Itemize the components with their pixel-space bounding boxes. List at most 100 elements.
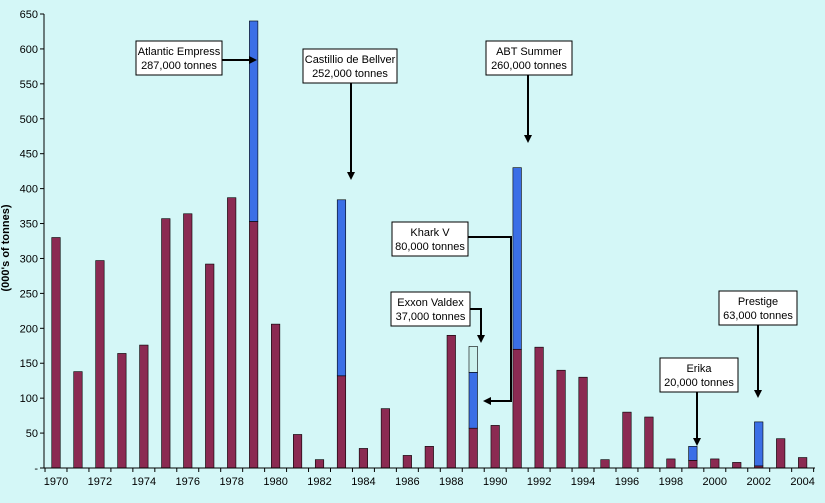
bar-base-1981 — [293, 434, 303, 469]
bar-base-1978 — [227, 197, 237, 469]
y-tick-label: 250 — [20, 288, 38, 300]
annotation-name: Castillio de Bellver — [305, 54, 396, 66]
bar-base-1979 — [249, 221, 259, 469]
bar-major_spill-1983 — [336, 199, 347, 377]
bar-base-1998 — [666, 458, 676, 469]
bar-base-1995 — [600, 459, 610, 469]
bar-base-2004 — [798, 457, 808, 469]
x-tick-label: 1980 — [263, 476, 287, 488]
bar-base-1976 — [183, 213, 193, 469]
bar-base-1999 — [688, 460, 698, 469]
bar-base-1987 — [424, 446, 434, 469]
annotation-box — [391, 221, 469, 257]
bar-base-1990 — [490, 425, 500, 469]
y-tick-label: 650 — [20, 9, 38, 21]
bar-base-1974 — [139, 344, 149, 469]
annotation-tonnes: 287,000 tonnes — [141, 60, 217, 72]
annotation-name: Atlantic Empress — [138, 46, 221, 58]
y-tick-label: - — [34, 463, 38, 475]
bar-base-1984 — [358, 448, 368, 469]
bar-major_spill-1989 — [468, 372, 478, 429]
annotation-khark-v: Khark V 80,000 tonnes — [391, 221, 512, 405]
bar-base-1992 — [534, 346, 544, 469]
annotation-box — [718, 290, 798, 326]
x-tick-label: 2000 — [703, 476, 727, 488]
x-tick-label: 1988 — [439, 476, 463, 488]
annotation-tonnes: 260,000 tonnes — [491, 60, 567, 72]
y-ticks-group: - 50 100 150 200 250 300 350 400 450 500 550 600 650 — [20, 9, 44, 475]
y-tick-label: 50 — [26, 428, 38, 440]
x-tick-label: 2004 — [790, 476, 814, 488]
y-tick-label: 100 — [20, 393, 38, 405]
bar-base-1988 — [446, 334, 456, 469]
bar-base-1986 — [402, 455, 412, 469]
bar-base-2000 — [710, 458, 720, 469]
bar-base-1985 — [380, 408, 390, 469]
annotation-box — [659, 357, 739, 393]
bar-base-1975 — [161, 218, 171, 469]
y-tick-label: 200 — [20, 323, 38, 335]
annotation-box — [390, 291, 471, 327]
x-tick-label: 1984 — [351, 476, 375, 488]
x-tick-label: 1976 — [176, 476, 200, 488]
annotation-tonnes: 20,000 tonnes — [664, 377, 734, 389]
y-tick-label: 350 — [20, 219, 38, 231]
x-tick-label: 2002 — [746, 476, 770, 488]
bar-base-1996 — [622, 411, 632, 469]
annotation-arrow — [470, 308, 485, 343]
annotation-castillio-de-bellver: Castillio de Bellver 252,000 tonnes — [302, 48, 398, 180]
bar-base-2001 — [732, 462, 742, 469]
x-tick-label: 1986 — [395, 476, 419, 488]
bars-group — [51, 20, 808, 469]
y-axis-label: (000's of tonnes) — [0, 204, 12, 291]
bar-major_spill-1999 — [688, 446, 698, 461]
bar-major_spill-2002 — [754, 421, 764, 467]
bar-base-1972 — [95, 260, 105, 469]
bar-base-1971 — [73, 371, 83, 469]
y-tick-label: 450 — [20, 149, 38, 161]
annotation-prestige: Prestige 63,000 tonnes — [718, 290, 798, 398]
annotation-tonnes: 252,000 tonnes — [312, 68, 388, 80]
annotation-name: ABT Summer — [496, 46, 562, 58]
x-tick-label: 1972 — [88, 476, 112, 488]
annotation-name: Erika — [686, 363, 712, 375]
annotation-tonnes: 63,000 tonnes — [723, 310, 793, 322]
x-tick-label: 1970 — [44, 476, 68, 488]
bar-base-2003 — [776, 438, 786, 469]
annotation-abt-summer: ABT Summer 260,000 tonnes — [485, 40, 573, 143]
x-tick-label: 1974 — [132, 476, 156, 488]
annotation-exxon-valdex: Exxon Valdex 37,000 tonnes — [390, 291, 485, 343]
x-tick-label: 1982 — [307, 476, 331, 488]
x-tick-label: 1992 — [527, 476, 551, 488]
annotation-tonnes: 37,000 tonnes — [396, 311, 466, 323]
annotation-tonnes: 80,000 tonnes — [395, 241, 465, 253]
annotation-box — [302, 48, 398, 84]
y-tick-label: 400 — [20, 184, 38, 196]
bar-base-1973 — [117, 353, 127, 469]
x-tick-label: 1998 — [659, 476, 683, 488]
bar-base-1982 — [314, 459, 325, 469]
bar-base-1980 — [271, 323, 281, 469]
x-tick-label: 1996 — [615, 476, 639, 488]
bar-exxon_valdez-1989 — [468, 346, 478, 373]
bar-base-1991 — [512, 348, 522, 469]
y-tick-label: 150 — [20, 358, 38, 370]
annotation-name: Khark V — [410, 227, 450, 239]
annotation-arrow — [468, 236, 512, 405]
bar-major_spill-1991 — [512, 167, 522, 350]
annotation-erika: Erika 20,000 tonnes — [659, 357, 739, 446]
bar-base-1994 — [578, 376, 588, 469]
x-tick-label: 1990 — [483, 476, 507, 488]
y-tick-label: 600 — [20, 44, 38, 56]
annotation-atlantic-empress: Atlantic Empress 287,000 tonnes — [135, 40, 257, 76]
annotation-box — [135, 40, 223, 76]
axes-group — [43, 14, 815, 469]
y-tick-label: 500 — [20, 114, 38, 126]
annotation-name: Exxon Valdex — [397, 297, 464, 309]
x-tick-label: 1978 — [219, 476, 243, 488]
bar-base-1983 — [336, 375, 347, 469]
annotations-group: Atlantic Empress 287,000 tonnes Castillio … — [135, 40, 798, 446]
bar-base-1977 — [205, 263, 215, 469]
